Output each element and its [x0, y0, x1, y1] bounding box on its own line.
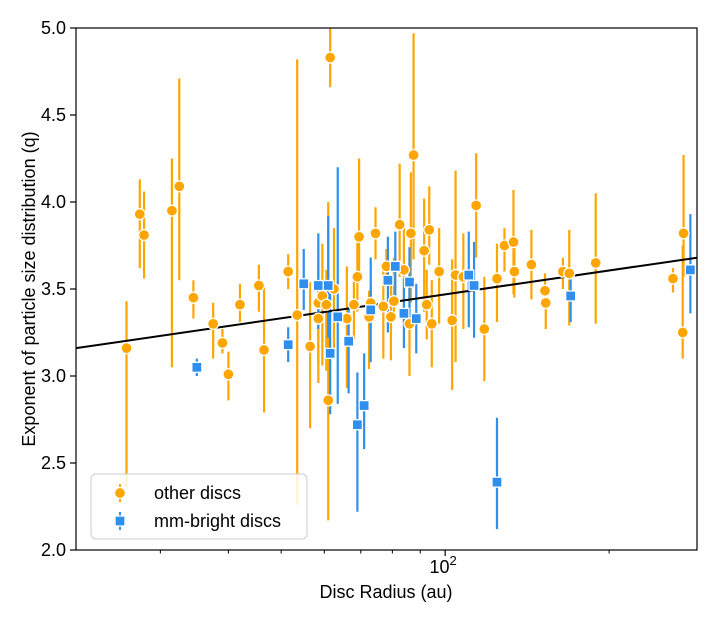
- other-point: [469, 199, 483, 212]
- mm-point: [410, 312, 422, 325]
- legend-other-label: other discs: [154, 483, 241, 503]
- mm-point: [312, 279, 324, 292]
- x-tick-base: 10: [430, 557, 450, 577]
- data-markers: [120, 51, 697, 488]
- mm-point: [468, 279, 480, 292]
- other-point: [206, 317, 220, 330]
- other-point: [404, 227, 417, 240]
- other-point: [120, 342, 133, 355]
- other-point: [508, 265, 521, 278]
- other-point: [216, 336, 229, 350]
- mm-point: [322, 279, 334, 292]
- y-tick-label: 4.5: [41, 105, 66, 125]
- mm-point: [565, 290, 577, 302]
- other-point: [252, 279, 266, 292]
- other-point: [387, 295, 400, 308]
- other-point: [322, 394, 335, 407]
- mm-point: [351, 419, 364, 431]
- other-point: [291, 308, 304, 322]
- mm-point: [332, 311, 344, 323]
- y-axis-label: Exponent of particle size distribution (…: [19, 131, 39, 446]
- other-point: [433, 265, 446, 278]
- mm-point: [365, 304, 377, 316]
- y-tick-label: 3.5: [41, 279, 66, 299]
- legend: other discs mm-bright discs: [90, 473, 308, 540]
- other-point: [407, 148, 420, 162]
- other-point: [377, 300, 390, 313]
- x-tick-label-100: 102: [430, 553, 457, 577]
- other-point: [351, 270, 364, 283]
- other-point: [303, 340, 317, 353]
- legend-other-marker: [113, 486, 127, 500]
- other-point: [677, 227, 690, 240]
- axis-ticks: [70, 27, 610, 556]
- other-point: [165, 204, 179, 217]
- mm-point: [398, 307, 410, 320]
- x-tick-exp: 2: [450, 553, 457, 568]
- other-point: [420, 298, 433, 311]
- other-point: [490, 272, 504, 285]
- other-point: [538, 284, 552, 297]
- mm-point: [389, 260, 401, 273]
- other-point: [525, 258, 538, 271]
- mm-point: [382, 274, 394, 286]
- other-point: [347, 298, 361, 311]
- other-point: [539, 296, 552, 310]
- mm-point: [191, 361, 203, 373]
- x-axis-label: Disc Radius (au): [319, 582, 452, 602]
- other-point: [352, 230, 366, 243]
- mm-point: [684, 264, 697, 276]
- other-point: [324, 51, 337, 64]
- other-point: [233, 298, 247, 311]
- legend-mm-label: mm-bright discs: [154, 511, 281, 531]
- mm-point: [324, 347, 336, 360]
- y-tick-label: 4.0: [41, 192, 66, 212]
- y-tick-label: 3.0: [41, 366, 66, 386]
- mm-point: [343, 335, 355, 347]
- y-tick-label: 2.5: [41, 453, 66, 473]
- other-point: [282, 265, 295, 278]
- mm-point: [491, 476, 503, 488]
- other-point: [423, 223, 436, 236]
- other-point: [320, 298, 333, 311]
- legend-mm-marker: [114, 515, 126, 527]
- other-point: [393, 218, 406, 231]
- other-point: [133, 208, 146, 221]
- y-tick-label: 2.0: [41, 540, 66, 560]
- other-point: [369, 227, 382, 240]
- mm-point: [403, 276, 416, 288]
- other-point: [445, 314, 459, 327]
- plot-area: [76, 28, 697, 530]
- legend-box: [90, 473, 308, 540]
- other-point: [666, 272, 680, 285]
- mm-point: [282, 339, 294, 351]
- other-point: [187, 291, 200, 304]
- other-point: [425, 317, 438, 330]
- mm-point: [358, 399, 370, 412]
- other-point: [676, 326, 689, 339]
- other-point: [589, 256, 602, 270]
- y-tick-labels: 2.0 2.5 3.0 3.5 4.0 4.5 5.0: [41, 18, 66, 560]
- other-point: [312, 312, 325, 325]
- other-point: [137, 228, 151, 242]
- y-tick-label: 5.0: [41, 18, 66, 38]
- other-point: [257, 343, 271, 357]
- other-point: [478, 322, 491, 336]
- plot-background: [76, 28, 697, 550]
- other-point: [384, 310, 398, 323]
- other-point: [222, 368, 235, 381]
- other-point: [507, 235, 520, 249]
- plot-frame: [75, 27, 698, 551]
- mm-point: [463, 269, 475, 281]
- other-point: [563, 267, 576, 280]
- mm-point: [298, 278, 310, 290]
- other-point: [417, 244, 431, 257]
- other-point: [173, 180, 186, 193]
